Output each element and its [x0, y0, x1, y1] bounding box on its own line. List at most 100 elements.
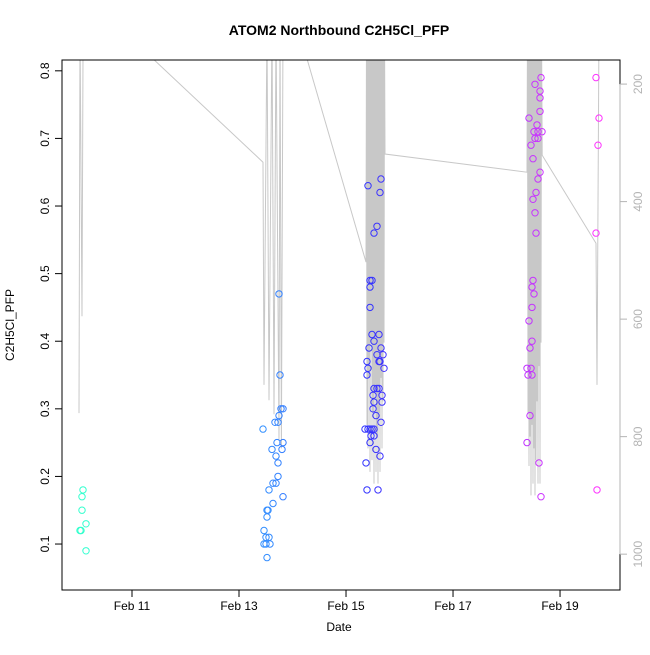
data-point — [379, 351, 387, 359]
y-tick-label: 0.6 — [38, 197, 52, 214]
x-tick-label: Feb 15 — [327, 599, 365, 613]
data-point — [531, 209, 539, 217]
data-point — [592, 229, 600, 237]
y2-tick-label: 800 — [631, 426, 645, 446]
x-axis-label: Date — [326, 620, 352, 634]
data-point — [534, 134, 542, 143]
data-point — [269, 499, 277, 508]
y-tick-label: 0.1 — [38, 535, 52, 552]
data-point — [529, 155, 537, 163]
data-point — [78, 493, 86, 501]
data-point — [538, 128, 546, 136]
data-point — [380, 364, 388, 372]
data-point — [594, 141, 602, 149]
data-point — [375, 384, 383, 393]
data-point — [368, 425, 376, 433]
points-layer — [76, 73, 603, 562]
chart-title: ATOM2 Northbound C2H5Cl_PFP — [229, 22, 449, 38]
data-point — [528, 337, 536, 345]
data-point — [277, 405, 285, 413]
data-point — [278, 445, 286, 454]
data-point — [532, 229, 540, 237]
data-point — [537, 73, 545, 82]
data-point — [373, 384, 381, 393]
data-point — [279, 493, 287, 501]
x-axis: Feb 11 Feb 13 Feb 15 Feb 17 Feb 19 — [114, 590, 579, 613]
y2-tick-label: 400 — [631, 191, 645, 211]
data-point — [536, 94, 544, 102]
data-point — [271, 418, 279, 426]
data-point — [260, 526, 268, 535]
data-point — [372, 445, 380, 454]
x-tick-label: Feb 17 — [434, 599, 472, 613]
data-point — [370, 229, 378, 237]
y-tick-label: 0.8 — [38, 62, 52, 79]
data-point — [264, 506, 272, 514]
data-point — [536, 107, 544, 116]
data-point — [536, 168, 544, 176]
data-point — [535, 459, 543, 467]
data-point — [523, 438, 531, 447]
data-point — [377, 175, 385, 183]
data-point — [363, 486, 371, 494]
data-point — [265, 486, 273, 494]
data-point — [372, 411, 380, 420]
data-point — [528, 303, 536, 312]
y-tick-label: 0.4 — [38, 333, 52, 350]
data-point — [366, 425, 374, 433]
data-point — [531, 134, 539, 143]
y2-tick-label: 200 — [631, 74, 645, 94]
data-point — [530, 290, 538, 298]
data-point — [368, 330, 376, 339]
data-point — [527, 141, 535, 149]
y2-tick-label: 1000 — [631, 540, 645, 567]
data-point — [366, 438, 374, 447]
data-point — [369, 405, 377, 413]
data-point — [377, 344, 385, 352]
data-point — [82, 520, 90, 528]
data-point — [525, 317, 533, 325]
data-point — [276, 371, 284, 379]
data-point — [279, 405, 287, 413]
y-axis-label: C2H5Cl_PFP — [3, 289, 17, 361]
data-point — [532, 188, 540, 197]
data-point — [263, 513, 271, 521]
data-point — [529, 195, 537, 204]
data-point — [533, 121, 541, 129]
data-point — [263, 553, 271, 562]
x-tick-label: Feb 19 — [541, 599, 579, 613]
data-point — [368, 276, 376, 285]
y2-axis: 200 400 600 800 1000 — [619, 74, 645, 568]
data-point — [593, 486, 601, 494]
data-point — [279, 438, 287, 447]
data-point — [272, 452, 280, 460]
data-point — [370, 384, 378, 393]
y2-tick-label: 600 — [631, 309, 645, 329]
y-tick-label: 0.5 — [38, 265, 52, 282]
data-point — [537, 493, 545, 501]
data-point — [370, 432, 378, 440]
data-point — [376, 452, 384, 460]
data-point — [259, 425, 267, 433]
data-point — [528, 283, 536, 291]
data-point — [266, 540, 274, 548]
data-point — [378, 398, 386, 406]
data-point — [592, 73, 600, 82]
y-tick-label: 0.2 — [38, 468, 52, 485]
data-point — [370, 337, 378, 345]
data-point — [275, 290, 283, 298]
data-point — [528, 371, 536, 379]
data-point — [377, 418, 385, 426]
data-point — [366, 283, 374, 291]
data-point — [526, 411, 534, 420]
data-point — [273, 438, 281, 447]
data-point — [79, 486, 87, 494]
data-point — [365, 344, 373, 352]
data-point — [274, 418, 282, 426]
data-point — [361, 425, 369, 433]
data-point — [363, 357, 371, 366]
data-point — [534, 175, 542, 183]
data-point — [373, 222, 381, 231]
y-tick-label: 0.7 — [38, 130, 52, 147]
